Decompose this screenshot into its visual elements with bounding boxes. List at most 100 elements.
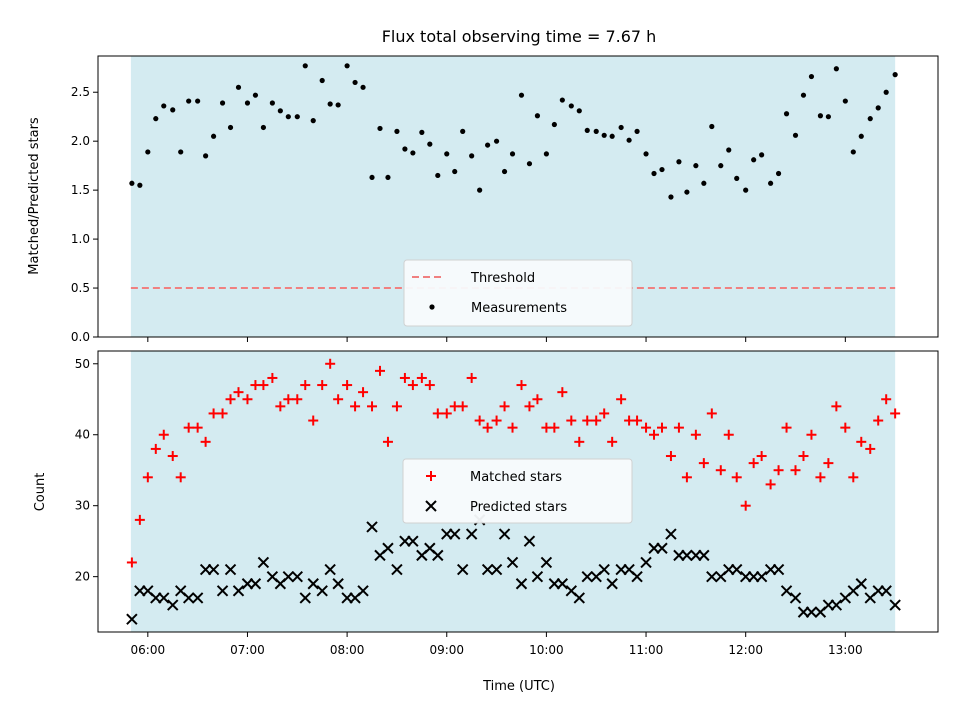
measurement-point	[485, 142, 491, 148]
top-panel: 0.0 0.5 1.0 1.5 2.0 2.5 Threshold Measurements	[71, 55, 939, 344]
matched-stars-point	[183, 422, 194, 433]
measurement-point	[427, 141, 433, 147]
measurement-point	[302, 63, 308, 69]
matched-stars-point	[632, 415, 643, 426]
matched-stars-point	[823, 458, 834, 469]
predicted-stars-point	[332, 578, 344, 590]
measurement-point	[709, 123, 715, 130]
predicted-stars-point	[232, 585, 245, 597]
predicted-stars-point	[456, 563, 469, 576]
matched-stars-point	[890, 408, 901, 419]
predicted-stars-point	[665, 528, 677, 540]
matched-stars-point	[756, 451, 767, 462]
matched-stars-point	[233, 387, 244, 398]
matched-stars-point	[499, 401, 510, 412]
measurement-point	[867, 116, 873, 122]
measurement-point	[783, 111, 790, 117]
matched-stars-point	[317, 380, 328, 391]
predicted-stars-point	[357, 585, 369, 597]
matched-stars-point	[292, 394, 303, 405]
chart-title: Flux total observing time = 7.67 h	[382, 27, 657, 46]
matched-stars-point	[748, 458, 759, 469]
measurement-point	[352, 79, 358, 86]
matched-stars-point	[599, 408, 610, 419]
matched-stars-point	[457, 401, 468, 412]
matched-stars-point	[665, 451, 676, 462]
predicted-stars-point	[706, 570, 718, 583]
measurement-point	[294, 114, 300, 120]
bottom-y-tick-label: 20	[75, 570, 90, 584]
measurement-point	[576, 108, 582, 114]
predicted-stars-point	[656, 542, 668, 554]
predicted-stars-point	[307, 578, 319, 590]
measurement-point	[394, 128, 400, 134]
predicted-stars-point	[531, 570, 544, 583]
measurement-point	[235, 84, 242, 90]
measurement-point	[210, 133, 217, 139]
measurement-point	[509, 151, 516, 157]
matched-stars-point	[641, 422, 652, 433]
matched-stars-point	[267, 372, 278, 383]
predicted-stars-point	[573, 592, 585, 604]
matched-stars-point	[723, 429, 734, 440]
measurement-point	[767, 180, 774, 186]
matched-stars-point	[482, 422, 493, 433]
measurement-point	[584, 127, 590, 134]
predicted-stars-point	[731, 563, 743, 576]
predicted-stars-point	[598, 563, 610, 576]
predicted-stars-point	[772, 563, 785, 576]
measurement-point	[170, 107, 176, 113]
predicted-stars-point	[207, 563, 220, 576]
measurement-point	[129, 180, 135, 186]
measurement-point	[419, 129, 425, 135]
matched-stars-point	[673, 422, 684, 433]
matched-stars-point	[175, 472, 186, 483]
predicted-stars-point	[299, 592, 311, 604]
predicted-stars-point	[167, 599, 179, 611]
predicted-stars-point	[282, 570, 295, 583]
matched-stars-point	[591, 415, 602, 426]
predicted-stars-point	[249, 578, 262, 590]
matched-stars-point	[681, 472, 692, 483]
x-tick-label: 09:00	[429, 643, 464, 657]
matched-stars-point	[815, 472, 826, 483]
matched-stars-point	[325, 358, 336, 369]
measurement-point	[460, 128, 466, 134]
matched-stars-point	[706, 408, 717, 419]
matched-stars-point	[283, 394, 294, 405]
matched-stars-point	[698, 458, 709, 469]
matched-stars-point	[217, 408, 228, 419]
predicted-stars-point	[481, 563, 494, 576]
measurement-point	[618, 124, 624, 131]
x-tick-label: 13:00	[828, 643, 863, 657]
measurement-point	[726, 147, 732, 153]
legend-entry-label: Threshold	[470, 271, 535, 286]
matched-stars-point	[466, 372, 477, 383]
measurement-point	[260, 124, 267, 131]
top-y-tick-label: 0.5	[71, 281, 90, 295]
matched-stars-point	[566, 415, 577, 426]
predicted-stars-point	[805, 606, 818, 618]
measurement-point	[377, 125, 383, 132]
measurement-point	[526, 161, 533, 167]
measurement-point	[344, 63, 350, 69]
measurement-point	[676, 159, 682, 165]
measurement-point	[178, 149, 184, 155]
measurement-point	[842, 98, 848, 104]
matched-stars-point	[416, 372, 427, 383]
predicted-stars-point	[556, 578, 569, 590]
x-tick-label: 08:00	[330, 643, 365, 657]
top-y-tick-label: 1.5	[71, 183, 90, 197]
top-y-axis-label: Matched/Predicted stars	[27, 117, 42, 275]
predicted-stars-point	[391, 563, 403, 576]
predicted-stars-point	[780, 585, 793, 597]
matched-stars-point	[208, 408, 219, 419]
measurement-point	[477, 187, 483, 193]
measurement-point	[385, 174, 391, 181]
measurement-point	[203, 153, 209, 159]
measurement-point	[195, 98, 201, 104]
matched-stars-point	[831, 401, 842, 412]
predicted-stars-point	[755, 570, 768, 583]
measurement-point	[227, 124, 234, 131]
matched-stars-point	[731, 472, 742, 483]
